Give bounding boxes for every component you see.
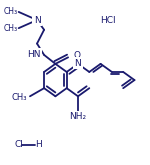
Text: CH₃: CH₃ bbox=[12, 93, 27, 102]
Text: O: O bbox=[74, 51, 81, 60]
Text: HCl: HCl bbox=[101, 16, 116, 25]
Text: N: N bbox=[75, 59, 81, 67]
Text: NH₂: NH₂ bbox=[69, 112, 87, 121]
Text: CH₃: CH₃ bbox=[3, 7, 17, 16]
Text: N: N bbox=[34, 16, 40, 25]
Text: HN: HN bbox=[27, 50, 40, 59]
Text: CH₃: CH₃ bbox=[3, 24, 17, 33]
Text: Cl: Cl bbox=[14, 140, 23, 149]
Text: H: H bbox=[36, 140, 42, 149]
